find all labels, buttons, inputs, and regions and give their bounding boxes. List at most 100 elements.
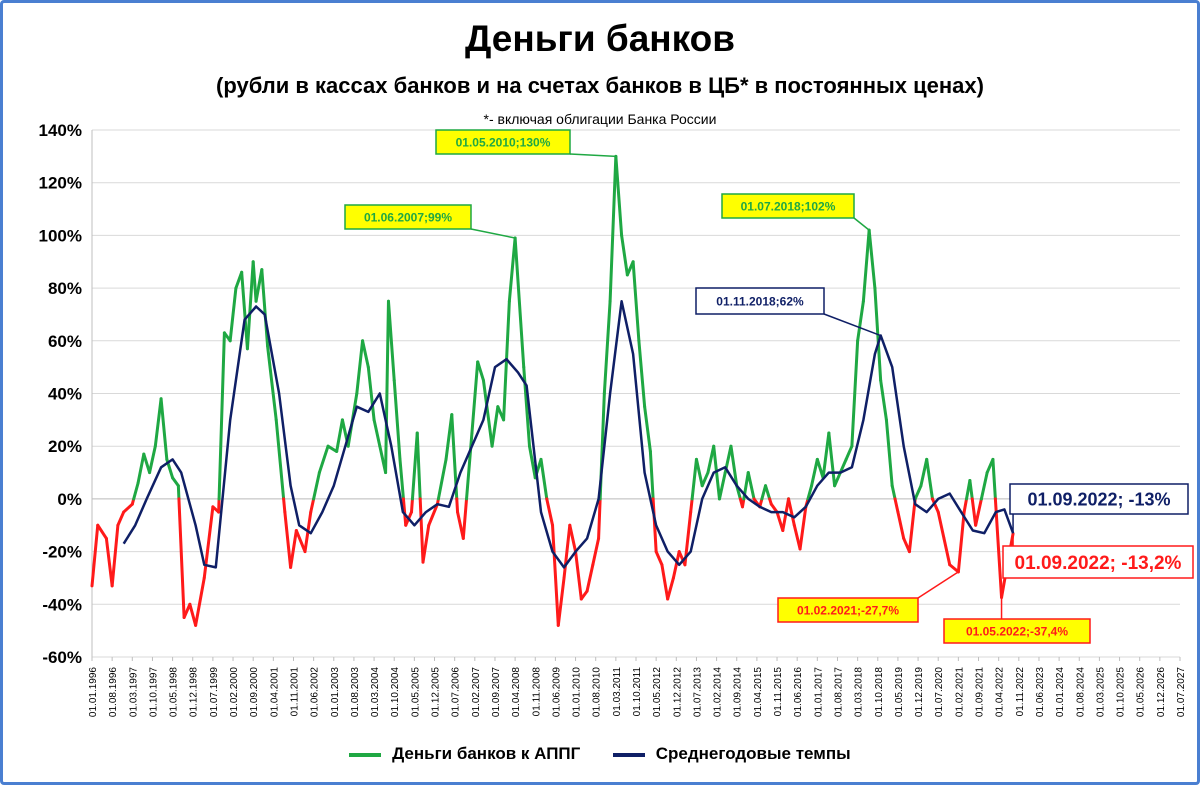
x-tick-label: 01.10.2011: [632, 667, 643, 717]
x-tick-label: 01.01.2024: [1055, 667, 1066, 717]
series-bank-money-segment: [651, 497, 658, 554]
series-bank-money-segment: [746, 471, 756, 501]
series-bank-money-segment: [104, 536, 114, 588]
annotation-box: [344, 204, 472, 230]
series-bank-money-segment: [879, 378, 888, 422]
series-bank-money-segment: [90, 523, 100, 588]
series-bank-money-segment: [335, 418, 344, 453]
series-bank-money-segment: [260, 268, 270, 348]
series-bank-money-segment: [648, 449, 655, 501]
series-bank-money-segment: [355, 339, 365, 395]
annotation-box: [1002, 545, 1194, 579]
x-tick-label: 01.08.2017: [833, 667, 844, 717]
series-bank-money-segment: [884, 418, 894, 488]
x-tick-label: 01.12.2019: [914, 667, 925, 717]
series-bank-money-segment: [507, 236, 517, 303]
series-bank-money-segment: [513, 236, 526, 369]
series-bank-money-segment: [993, 497, 1004, 599]
series-bank-money-segment: [893, 497, 900, 514]
x-tick-label: 01.05.2019: [894, 667, 905, 717]
series-bank-money-segment: [833, 471, 842, 488]
x-tick-label: 01.11.2015: [773, 667, 784, 717]
x-tick-label: 01.08.2010: [592, 667, 603, 717]
x-tick-label: 01.01.2010: [572, 667, 583, 717]
series-bank-money-segment: [148, 444, 157, 475]
x-tick-label: 01.06.2023: [1035, 667, 1046, 717]
series-bank-money-segment: [806, 484, 814, 501]
series-bank-money-segment: [562, 523, 572, 580]
series-bank-money-segment: [614, 154, 624, 237]
x-tick-label: 01.03.1997: [128, 667, 139, 717]
x-tick-label: 01.09.2007: [491, 667, 502, 717]
series-bank-money-segment: [481, 378, 494, 448]
series-bank-money-segment: [890, 484, 897, 501]
y-tick-label: 100%: [39, 226, 82, 245]
series-bank-money-segment: [421, 523, 431, 564]
y-tick-label: 20%: [48, 437, 82, 456]
series-bank-money-segment: [401, 497, 408, 527]
x-tick-label: 01.10.2018: [874, 667, 885, 717]
series-bank-money-segment: [176, 484, 181, 501]
series-bank-money-segment: [171, 476, 180, 488]
x-tick-label: 01.05.1998: [169, 667, 180, 717]
series-bank-money-segment: [194, 576, 206, 627]
x-tick-label: 01.08.1996: [108, 667, 119, 717]
series-bank-money-segment: [942, 536, 952, 567]
series-bank-money-segment: [366, 365, 376, 422]
series-bank-money-segment: [132, 481, 140, 501]
legend-item-annual-rate: Среднегодовые темпы: [613, 744, 851, 764]
series-bank-money-segment: [620, 233, 629, 277]
series-bank-money-segment: [282, 497, 287, 514]
x-tick-label: 01.07.1999: [209, 667, 220, 717]
series-bank-money-segment: [850, 339, 860, 448]
series-bank-money-segment: [461, 497, 469, 540]
series-bank-money-segment: [962, 497, 969, 514]
series-bank-money-segment: [436, 457, 448, 501]
x-tick-label: 01.04.2015: [753, 667, 764, 717]
series-bank-money-segment: [700, 471, 710, 488]
series-bank-money-segment: [643, 405, 652, 453]
x-tick-label: 01.11.2001: [289, 667, 300, 717]
series-bank-money-segment: [490, 405, 500, 448]
annotation-box: [1009, 483, 1189, 515]
series-bank-money-segment: [177, 497, 186, 619]
series-bank-money-segment: [689, 497, 694, 514]
series-bank-money-segment: [690, 457, 698, 501]
series-bank-money-segment: [96, 523, 108, 540]
series-bank-money-segment: [283, 510, 293, 569]
series-bank-money-segment: [251, 260, 258, 303]
series-bank-money-segment: [182, 602, 192, 619]
series-bank-money-segment: [729, 444, 739, 488]
x-tick-label: 01.11.2022: [1015, 667, 1026, 717]
chart-note: *- включая облигации Банка России: [483, 111, 717, 127]
x-tick-label: 01.03.2011: [612, 667, 623, 717]
x-tick-label: 01.09.2014: [733, 667, 744, 717]
series-bank-money-segment: [956, 510, 966, 574]
y-tick-label: -40%: [42, 595, 82, 614]
series-bank-money-segment: [326, 444, 339, 453]
x-tick-label: 01.06.2009: [551, 667, 562, 717]
series-bank-money-segment: [361, 339, 370, 369]
x-tick-label: 01.05.2012: [652, 667, 663, 717]
series-bank-money-segment: [245, 260, 255, 351]
x-tick-label: 01.06.2016: [793, 667, 804, 717]
series-bank-money-segment: [116, 510, 126, 527]
series-bank-money-segment: [936, 510, 946, 540]
x-tick-label: 01.04.2001: [269, 667, 280, 717]
x-tick-label: 01.02.2021: [954, 667, 965, 717]
series-bank-money-segment: [671, 550, 681, 580]
series-bank-money-segment: [654, 550, 664, 567]
x-tick-label: 01.08.2024: [1075, 667, 1086, 717]
x-tick-label: 01.05.2026: [1136, 667, 1147, 717]
series-bank-money-segment: [427, 502, 439, 527]
series-bank-money-segment: [470, 360, 480, 435]
y-tick-label: 80%: [48, 279, 82, 298]
series-bank-money-segment: [568, 523, 578, 554]
chart-subtitle: (рубли в кассах банков и на счетах банко…: [216, 73, 984, 98]
series-bank-money-segment: [907, 497, 917, 554]
series-bank-money-segment: [867, 228, 877, 290]
series-bank-money-segment: [919, 457, 929, 488]
x-tick-label: 01.06.2002: [310, 667, 321, 717]
x-tick-label: 01.03.2004: [370, 667, 381, 717]
